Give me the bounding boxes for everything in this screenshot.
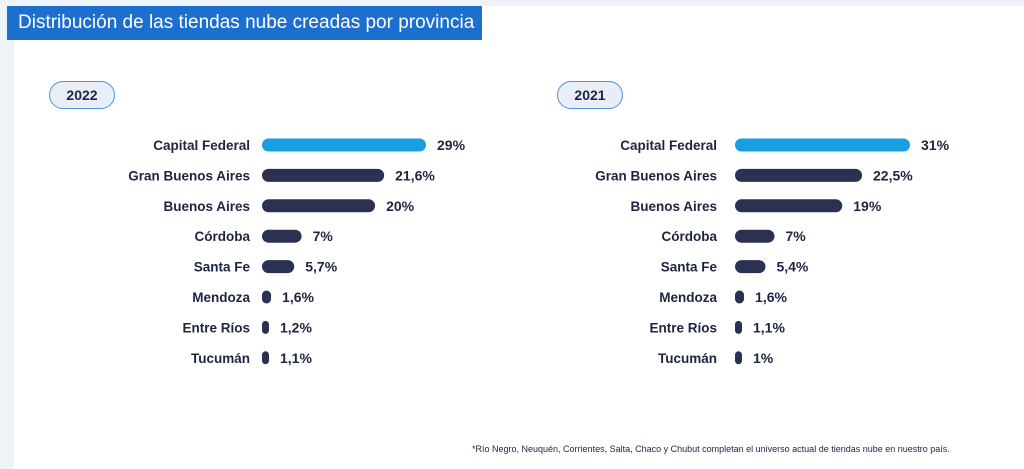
- value-label: 5,4%: [776, 259, 808, 275]
- category-label: Córdoba: [662, 229, 718, 244]
- category-label: Capital Federal: [620, 138, 717, 153]
- value-label: 1,2%: [280, 319, 312, 335]
- category-label: Entre Ríos: [649, 320, 717, 335]
- category-label: Tucumán: [658, 351, 717, 366]
- bar: [262, 260, 295, 274]
- bar: [262, 290, 272, 304]
- value-label: 7%: [313, 228, 334, 244]
- bar: [735, 290, 745, 304]
- bar-chart-2021: Capital Federal 31% Gran Buenos Aires 22,5%…: [595, 137, 949, 366]
- bar: [735, 199, 843, 213]
- category-label: Buenos Aires: [630, 199, 717, 214]
- category-label: Capital Federal: [153, 138, 250, 153]
- value-label: 1,6%: [755, 289, 787, 305]
- bar: [735, 320, 742, 334]
- value-label: 20%: [386, 198, 415, 214]
- year-label-2021: 2021: [557, 81, 623, 109]
- bar: [735, 138, 910, 152]
- category-label: Mendoza: [192, 290, 250, 305]
- chart-card: [14, 6, 1024, 469]
- value-label: 5,7%: [305, 259, 337, 275]
- category-label: Córdoba: [195, 229, 251, 244]
- value-label: 19%: [853, 198, 882, 214]
- category-label: Entre Ríos: [182, 320, 250, 335]
- year-label-2022: 2022: [49, 81, 115, 109]
- category-label: Tucumán: [191, 351, 250, 366]
- value-label: 31%: [921, 137, 950, 153]
- bar: [735, 351, 742, 365]
- value-label: 21,6%: [395, 167, 435, 183]
- bar: [262, 138, 426, 152]
- chart-title: Distribución de las tiendas nube creadas…: [7, 6, 482, 40]
- category-label: Santa Fe: [661, 260, 718, 275]
- value-label: 1,6%: [282, 289, 314, 305]
- bar: [262, 320, 269, 334]
- bar: [262, 199, 376, 213]
- value-label: 1,1%: [753, 319, 785, 335]
- bar: [262, 168, 385, 182]
- value-label: 7%: [786, 228, 807, 244]
- value-label: 1%: [753, 350, 774, 366]
- bar-chart-2022: Capital Federal 29% Gran Buenos Aires 21,6%…: [128, 137, 465, 366]
- bar: [735, 260, 766, 274]
- category-label: Gran Buenos Aires: [128, 168, 250, 183]
- category-label: Gran Buenos Aires: [595, 168, 717, 183]
- category-label: Buenos Aires: [163, 199, 250, 214]
- bar: [262, 229, 302, 243]
- value-label: 1,1%: [280, 350, 312, 366]
- value-label: 22,5%: [873, 167, 913, 183]
- bar: [735, 168, 863, 182]
- footnote: *Río Negro, Neuquén, Corrientes, Salta, …: [472, 444, 950, 454]
- category-label: Mendoza: [659, 290, 717, 305]
- bar: [262, 351, 269, 365]
- category-label: Santa Fe: [194, 260, 251, 275]
- bar: [735, 229, 775, 243]
- value-label: 29%: [437, 137, 466, 153]
